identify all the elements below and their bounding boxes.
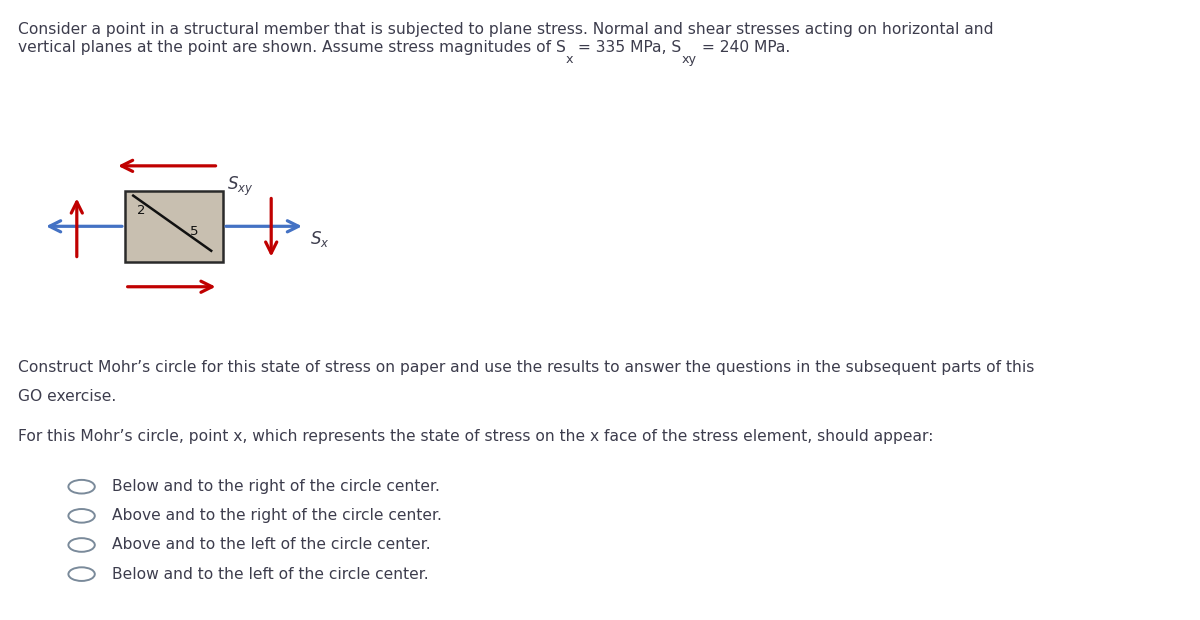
Text: = 335 MPa, S: = 335 MPa, S xyxy=(574,40,682,55)
Bar xyxy=(125,191,223,262)
Text: $S_{xy}$: $S_{xy}$ xyxy=(227,175,253,198)
Text: Construct Mohr’s circle for this state of stress on paper and use the results to: Construct Mohr’s circle for this state o… xyxy=(18,360,1034,374)
Text: For this Mohr’s circle, point x, which represents the state of stress on the x f: For this Mohr’s circle, point x, which r… xyxy=(18,429,934,444)
Text: 2: 2 xyxy=(137,205,145,217)
Text: Above and to the right of the circle center.: Above and to the right of the circle cen… xyxy=(112,508,442,523)
Text: GO exercise.: GO exercise. xyxy=(18,389,116,404)
Text: Above and to the left of the circle center.: Above and to the left of the circle cent… xyxy=(112,538,431,552)
Text: xy: xy xyxy=(682,53,697,66)
Text: x: x xyxy=(566,53,574,66)
Text: Below and to the left of the circle center.: Below and to the left of the circle cent… xyxy=(112,567,428,582)
Text: Consider a point in a structural member that is subjected to plane stress. Norma: Consider a point in a structural member … xyxy=(18,22,994,37)
Text: Below and to the right of the circle center.: Below and to the right of the circle cen… xyxy=(112,479,439,494)
Text: 5: 5 xyxy=(190,225,198,237)
Text: = 240 MPa.: = 240 MPa. xyxy=(697,40,790,55)
Text: $S_x$: $S_x$ xyxy=(310,229,329,249)
Text: vertical planes at the point are shown. Assume stress magnitudes of S: vertical planes at the point are shown. … xyxy=(18,40,566,55)
